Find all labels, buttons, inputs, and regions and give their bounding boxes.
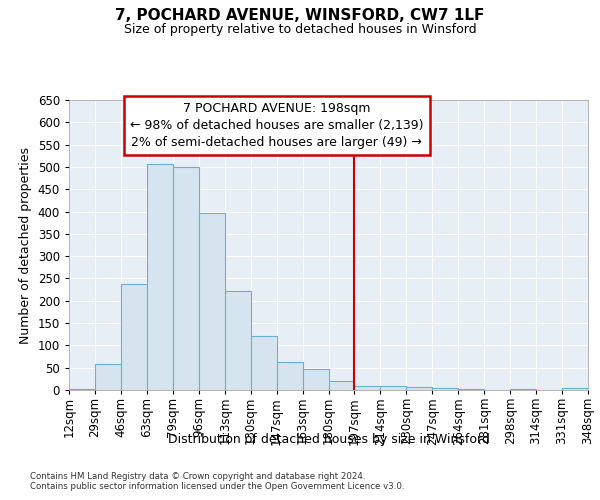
Text: Contains HM Land Registry data © Crown copyright and database right 2024.: Contains HM Land Registry data © Crown c… bbox=[30, 472, 365, 481]
Bar bbox=[199, 214, 224, 390]
Bar bbox=[95, 364, 121, 390]
Bar bbox=[458, 388, 484, 390]
Bar bbox=[121, 284, 147, 390]
Text: Contains public sector information licensed under the Open Government Licence v3: Contains public sector information licen… bbox=[30, 482, 404, 491]
Bar bbox=[69, 388, 95, 390]
Bar bbox=[329, 381, 355, 390]
Bar bbox=[302, 370, 329, 390]
Bar bbox=[173, 167, 199, 390]
Bar bbox=[251, 336, 277, 390]
Bar bbox=[355, 386, 380, 390]
Bar bbox=[277, 362, 302, 390]
Y-axis label: Number of detached properties: Number of detached properties bbox=[19, 146, 32, 344]
Text: 7 POCHARD AVENUE: 198sqm
← 98% of detached houses are smaller (2,139)
2% of semi: 7 POCHARD AVENUE: 198sqm ← 98% of detach… bbox=[130, 102, 424, 149]
Bar bbox=[433, 388, 458, 390]
Bar bbox=[147, 164, 173, 390]
Bar bbox=[406, 387, 432, 390]
Bar bbox=[380, 386, 406, 390]
Bar bbox=[562, 388, 588, 390]
Bar bbox=[225, 291, 251, 390]
Text: Size of property relative to detached houses in Winsford: Size of property relative to detached ho… bbox=[124, 22, 476, 36]
Text: 7, POCHARD AVENUE, WINSFORD, CW7 1LF: 7, POCHARD AVENUE, WINSFORD, CW7 1LF bbox=[115, 8, 485, 22]
Bar bbox=[510, 389, 536, 390]
Text: Distribution of detached houses by size in Winsford: Distribution of detached houses by size … bbox=[168, 432, 490, 446]
